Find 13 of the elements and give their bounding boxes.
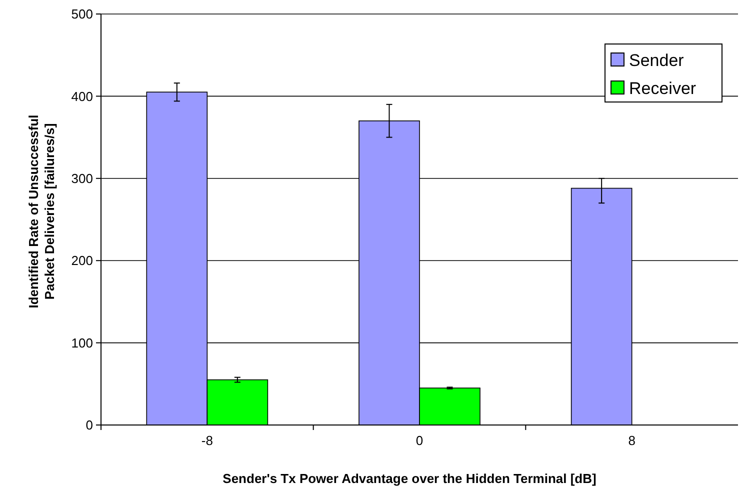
- y-tick-label: 400: [71, 88, 93, 104]
- x-tick-label: -8: [201, 433, 213, 448]
- y-tick-label: 0: [86, 418, 93, 433]
- legend-label: Sender: [629, 50, 684, 70]
- y-tick-label: 200: [71, 253, 93, 268]
- y-tick-label: 100: [71, 335, 93, 350]
- x-tick-label: 0: [416, 433, 424, 448]
- x-tick-label: 8: [628, 433, 636, 448]
- y-tick-label: 500: [71, 6, 93, 22]
- legend-label: Receiver: [629, 78, 696, 98]
- y-tick-label: 300: [71, 170, 93, 186]
- x-axis-title: Sender's Tx Power Advantage over the Hidden Terminal [dB]: [222, 471, 596, 486]
- y-axis-title: Identified Rate of Unsuccessful Packet Deliveries [failures/s]: [26, 114, 57, 308]
